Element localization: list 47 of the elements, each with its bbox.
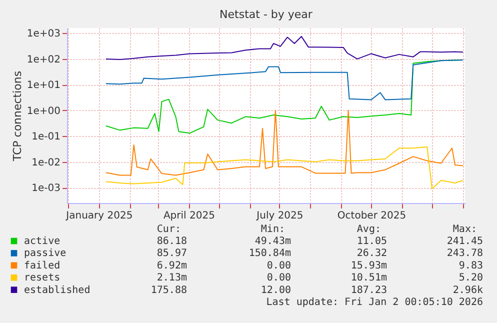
y-tick-label: 1e-03 <box>32 183 60 194</box>
text: 12.00 <box>260 284 291 296</box>
text: 15.93m <box>350 260 387 272</box>
text: 6.92m <box>156 260 187 272</box>
text: 26.32 <box>356 248 387 260</box>
text: 0.00 <box>266 260 291 272</box>
y-tick-label: 1e+01 <box>26 80 60 92</box>
text: Min: <box>260 224 285 235</box>
x-tick-label: April 2025 <box>163 210 215 222</box>
legend-label: resets <box>24 272 60 284</box>
y-axis-title: TCP connections <box>10 70 24 162</box>
text: Avg: <box>356 224 381 235</box>
y-tick-label: 1e+00 <box>26 106 60 117</box>
text: 150.84m <box>248 248 291 260</box>
chart-title: Netstat - by year <box>220 8 313 21</box>
line-series <box>105 60 464 100</box>
text: Max: <box>452 224 477 235</box>
text: 0.00 <box>266 272 291 284</box>
text: Last update: Fri Jan 2 00:05:10 2026 <box>266 297 483 308</box>
y-tick-label: 1e+02 <box>26 54 60 66</box>
x-tick-label: October 2025 <box>337 210 406 222</box>
text: 86.18 <box>156 236 187 247</box>
y-tick-label: 1e-01 <box>32 132 60 143</box>
text: Cur: <box>156 224 181 235</box>
x-tick-label: January 2025 <box>65 210 133 222</box>
line-series <box>105 110 464 176</box>
text: 5.20 <box>458 272 483 284</box>
text: 10.51m <box>350 272 387 284</box>
text: 85.97 <box>156 248 187 260</box>
y-tick-label: 1e-02 <box>32 157 60 168</box>
text: 187.23 <box>350 284 387 296</box>
legend-label: active <box>24 236 60 247</box>
text: 243.78 <box>446 248 483 260</box>
legend-label: failed <box>24 260 60 272</box>
legend-label: passive <box>24 248 66 260</box>
y-tick-label: 1e+03 <box>26 28 60 40</box>
line-series <box>105 36 464 60</box>
text: 2.13m <box>156 272 187 284</box>
text: 175.88 <box>150 284 187 296</box>
legend-label: established <box>24 284 90 296</box>
text: 9.83 <box>458 260 483 272</box>
x-tick-label: July 2025 <box>256 210 304 222</box>
text: 241.45 <box>446 236 483 247</box>
line-series <box>105 146 464 190</box>
text: 2.96k <box>452 284 483 296</box>
text: 49.43m <box>254 236 291 247</box>
text: 11.05 <box>356 236 387 247</box>
